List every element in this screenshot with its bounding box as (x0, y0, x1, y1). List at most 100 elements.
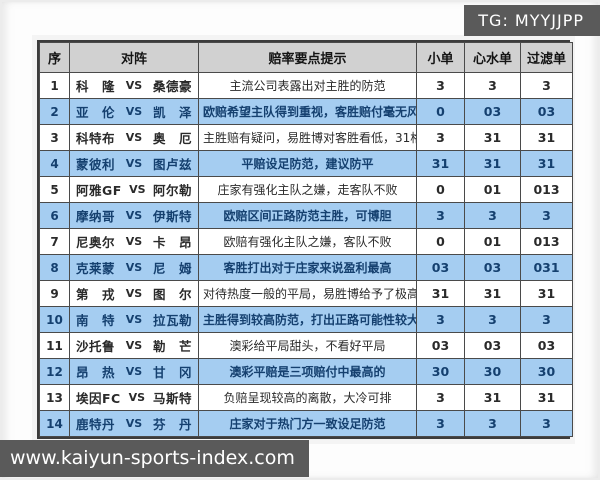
table-row: 9 第 戎 VS 图 尔 对待热度一般的平局，易胜博给予了极高警惕 31 31 31 (39, 280, 573, 307)
away-team: 马斯特 (152, 391, 192, 406)
guolvdan-value: 03 (520, 98, 573, 125)
guolvdan-value: 30 (520, 358, 573, 385)
row-index: 11 (39, 332, 70, 359)
home-team: 蒙彼利 (76, 157, 116, 172)
table-row: 1 科 隆 VS 桑德豪 主流公司表露出对主胜的防范 3 3 3 (39, 72, 573, 99)
xiaodan-value: 3 (416, 384, 465, 411)
guolvdan-value: 013 (520, 228, 573, 255)
matchup-cell: 鹿特丹 VS 芬 丹 (69, 410, 199, 437)
table-row: 12 昂 热 VS 甘 冈 澳彩平赔是三项赔付中最高的 30 30 30 (39, 358, 573, 385)
xinshuidan-value: 3 (464, 72, 521, 99)
table-row: 6 摩纳哥 VS 伊斯特 欧赔区间正路防范主胜，可博胆 3 3 3 (39, 202, 573, 229)
row-index: 3 (39, 124, 70, 151)
xinshuidan-value: 03 (464, 332, 521, 359)
table-row: 4 蒙彼利 VS 图卢兹 平赔设足防范，建议防平 31 31 31 (39, 150, 573, 177)
guolvdan-value: 31 (520, 384, 573, 411)
vs-label: VS (125, 261, 143, 274)
table-row: 14 鹿特丹 VS 芬 丹 庄家对于热门方一致设足防范 3 3 3 (39, 410, 573, 437)
away-team: 拉瓦勒 (152, 313, 192, 328)
guolvdan-value: 31 (520, 150, 573, 177)
vs-label: VS (125, 105, 143, 118)
row-index: 1 (39, 72, 70, 99)
xiaodan-value: 3 (416, 72, 465, 99)
away-team: 图 尔 (152, 287, 192, 302)
away-team: 阿尔勒 (152, 183, 192, 198)
vs-label: VS (129, 183, 146, 196)
odds-tip: 欧赔希望主队得到重视，客胜赔付毫无风险 (198, 98, 417, 125)
xiaodan-value: 30 (416, 358, 465, 385)
xinshuidan-value: 31 (464, 280, 521, 307)
guolvdan-value: 3 (520, 410, 573, 437)
guolvdan-value: 013 (520, 176, 573, 203)
row-index: 5 (39, 176, 70, 203)
xiaodan-value: 03 (416, 254, 465, 281)
row-index: 10 (39, 306, 70, 333)
vs-label: VS (125, 287, 143, 300)
odds-tip: 澳彩平赔是三项赔付中最高的 (198, 358, 417, 385)
odds-tip: 客胜打出对于庄家来说盈利最高 (198, 254, 417, 281)
row-index: 7 (39, 228, 70, 255)
xinshuidan-value: 3 (464, 306, 521, 333)
matchup-cell: 科特布 VS 奥 厄 (69, 124, 199, 151)
vs-label: VS (125, 157, 143, 170)
away-team: 桑德豪 (152, 79, 192, 94)
guolvdan-value: 03 (520, 332, 573, 359)
vs-label: VS (125, 365, 143, 378)
away-team: 凯 泽 (152, 105, 192, 120)
xinshuidan-value: 01 (464, 176, 521, 203)
home-team: 克莱蒙 (76, 261, 116, 276)
guolvdan-value: 031 (520, 254, 573, 281)
away-team: 图卢兹 (152, 157, 192, 172)
guolvdan-value: 3 (520, 306, 573, 333)
odds-tip: 主胜得到较高防范，打出正路可能性较大 (198, 306, 417, 333)
away-team: 伊斯特 (152, 209, 192, 224)
xiaodan-value: 03 (416, 332, 465, 359)
matchup-cell: 蒙彼利 VS 图卢兹 (69, 150, 199, 177)
vs-label: VS (125, 79, 143, 92)
guolvdan-value: 31 (520, 280, 573, 307)
home-team: 阿雅GF (76, 183, 122, 198)
table-row: 8 克莱蒙 VS 尼 姆 客胜打出对于庄家来说盈利最高 03 03 031 (39, 254, 573, 281)
away-team: 奥 厄 (152, 131, 192, 146)
col-header-guolvdan: 过滤单 (520, 42, 573, 73)
guolvdan-value: 31 (520, 124, 573, 151)
table-row: 3 科特布 VS 奥 厄 主胜赔有疑问，易胜博对客胜看低，31格局 3 31 31 (39, 124, 573, 151)
xiaodan-value: 0 (416, 98, 465, 125)
away-team: 甘 冈 (152, 365, 192, 380)
home-team: 尼奥尔 (76, 235, 116, 250)
guolvdan-value: 3 (520, 72, 573, 99)
odds-tip: 澳彩给平局甜头，不看好平局 (198, 332, 417, 359)
xiaodan-value: 0 (416, 176, 465, 203)
xiaodan-value: 3 (416, 124, 465, 151)
table-row: 7 尼奥尔 VS 卡 昂 欧赔有强化主队之嫌，客队不败 0 01 013 (39, 228, 573, 255)
home-team: 沙托鲁 (76, 339, 116, 354)
table-row: 5 阿雅GF VS 阿尔勒 庄家有强化主队之嫌，走客队不败 0 01 013 (39, 176, 573, 203)
home-team: 科特布 (76, 131, 116, 146)
xinshuidan-value: 30 (464, 358, 521, 385)
col-header-index: 序 (39, 42, 70, 73)
table-row: 13 埃因FC VS 马斯特 负赔呈现较高的离散，大冷可排 3 31 31 (39, 384, 573, 411)
xinshuidan-value: 03 (464, 254, 521, 281)
away-team: 卡 昂 (152, 235, 192, 250)
matchup-cell: 昂 热 VS 甘 冈 (69, 358, 199, 385)
odds-tip: 平赔设足防范，建议防平 (198, 150, 417, 177)
vs-label: VS (125, 417, 143, 430)
watermark-url: www.kaiyun-sports-index.com (0, 440, 309, 477)
odds-tip: 主胜赔有疑问，易胜博对客胜看低，31格局 (198, 124, 417, 151)
xinshuidan-value: 03 (464, 98, 521, 125)
matchup-cell: 克莱蒙 VS 尼 姆 (69, 254, 199, 281)
col-header-xinshuidan: 心水单 (464, 42, 521, 73)
away-team: 芬 丹 (152, 417, 192, 432)
xiaodan-value: 31 (416, 280, 465, 307)
xiaodan-value: 3 (416, 202, 465, 229)
odds-tip: 欧赔有强化主队之嫌，客队不败 (198, 228, 417, 255)
row-index: 4 (39, 150, 70, 177)
xiaodan-value: 31 (416, 150, 465, 177)
odds-tip: 负赔呈现较高的离散，大冷可排 (198, 384, 417, 411)
guolvdan-value: 3 (520, 202, 573, 229)
col-header-tip: 赔率要点提示 (198, 42, 417, 73)
xinshuidan-value: 3 (464, 410, 521, 437)
away-team: 尼 姆 (152, 261, 192, 276)
row-index: 14 (39, 410, 70, 437)
odds-tip: 庄家有强化主队之嫌，走客队不败 (198, 176, 417, 203)
